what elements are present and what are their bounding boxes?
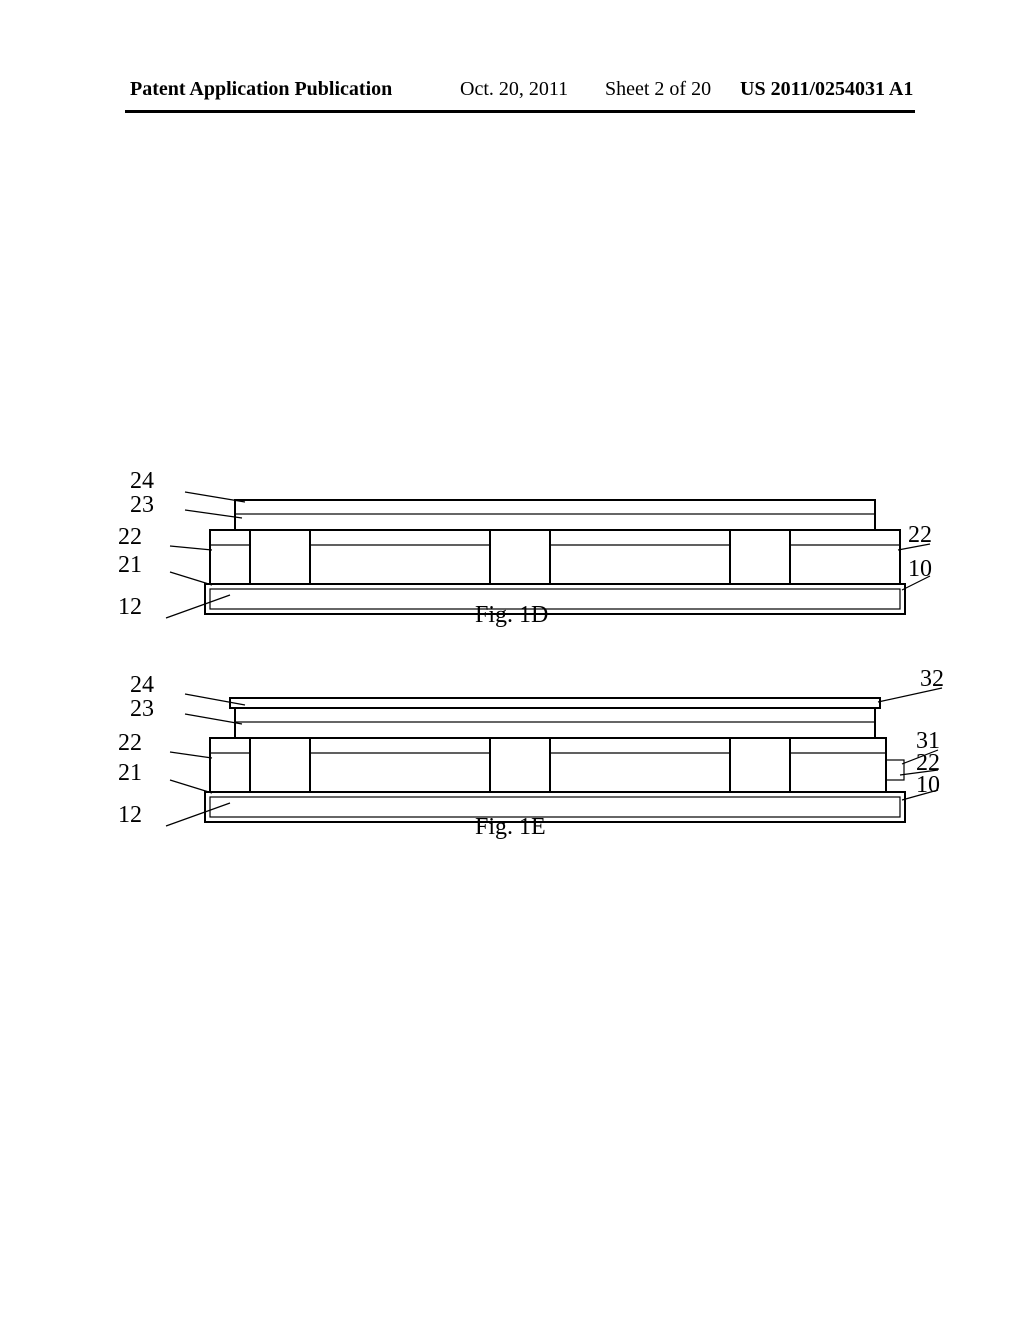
ref-1e-32: 32 [920,666,944,693]
figure-1e-drawing [160,680,910,830]
ref-1e-10: 10 [916,772,940,799]
ref-1e-21: 21 [118,760,142,787]
ref-1d-22l: 22 [118,524,142,551]
ref-1d-23: 23 [130,492,154,519]
figure-1e-caption: Fig. 1E [475,814,546,841]
ref-1d-21: 21 [118,552,142,579]
figure-1d-drawing [160,480,890,620]
ref-1d-22r: 22 [908,522,932,549]
figure-1d-caption: Fig. 1D [475,602,548,629]
ref-1e-24: 24 [130,672,154,699]
ref-1d-12: 12 [118,594,142,621]
sheet-indicator: Sheet 2 of 20 [605,78,711,101]
header-rule [125,110,915,113]
ref-1d-24: 24 [130,468,154,495]
ref-1d-10: 10 [908,556,932,583]
ref-1e-12: 12 [118,802,142,829]
ref-1e-23: 23 [130,696,154,723]
publication-date: Oct. 20, 2011 [460,78,568,101]
publication-label: Patent Application Publication [130,78,392,101]
ref-1e-22l: 22 [118,730,142,757]
publication-number: US 2011/0254031 A1 [740,78,913,101]
